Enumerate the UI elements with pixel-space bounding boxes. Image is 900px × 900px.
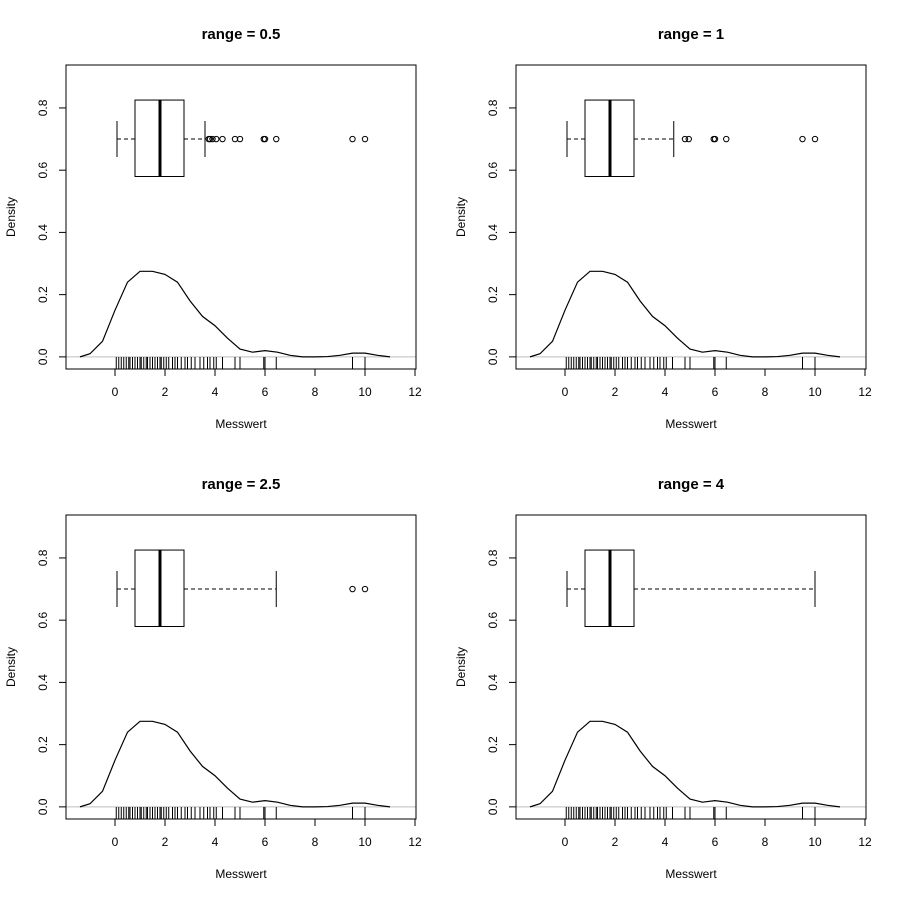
x-tick-label: 2 bbox=[162, 385, 169, 399]
x-tick-label: 8 bbox=[312, 835, 319, 849]
panel: range = 1 Messwert Density 0 2 4 6 8 10 12 0.0 0.2 0… bbox=[454, 26, 872, 431]
y-tick-label: 0.4 bbox=[486, 224, 500, 241]
x-tick-label: 8 bbox=[312, 385, 319, 399]
chart-title: range = 2.5 bbox=[202, 476, 281, 493]
y-tick-label: 0.4 bbox=[36, 674, 50, 691]
x-tick-label: 0 bbox=[112, 385, 119, 399]
y-tick-label: 0.2 bbox=[486, 736, 500, 753]
x-tick-label: 6 bbox=[712, 835, 719, 849]
x-tick-label: 2 bbox=[612, 835, 619, 849]
y-tick-label: 0.6 bbox=[36, 612, 50, 629]
y-tick-label: 0.0 bbox=[486, 798, 500, 815]
x-tick-label: 12 bbox=[408, 835, 422, 849]
panel: range = 0.5 Messwert Density 0 2 4 6 8 10 12 0.0 0.… bbox=[4, 26, 422, 431]
y-tick-label: 0.4 bbox=[36, 224, 50, 241]
x-tick-label: 2 bbox=[162, 835, 169, 849]
outlier bbox=[206, 135, 214, 143]
outlier bbox=[361, 585, 369, 593]
outlier bbox=[349, 585, 356, 593]
outlier bbox=[711, 135, 719, 143]
outlier bbox=[685, 135, 692, 143]
y-tick-label: 0.0 bbox=[36, 348, 50, 365]
y-tick-label: 0.8 bbox=[486, 549, 500, 566]
x-tick-label: 10 bbox=[808, 385, 822, 399]
chart-title: range = 0.5 bbox=[202, 26, 281, 43]
outlier bbox=[811, 135, 819, 143]
y-tick-label: 0.0 bbox=[36, 798, 50, 815]
plot-frame bbox=[65, 64, 417, 370]
y-tick-label: 0.6 bbox=[36, 162, 50, 179]
outlier bbox=[799, 135, 806, 143]
y-tick-label: 0.2 bbox=[36, 286, 50, 303]
y-tick-label: 0.0 bbox=[486, 348, 500, 365]
y-tick-label: 0.2 bbox=[36, 736, 50, 753]
plot-frame bbox=[515, 64, 867, 370]
x-tick-label: 0 bbox=[112, 835, 119, 849]
x-tick-label: 4 bbox=[212, 835, 219, 849]
density-line bbox=[79, 270, 391, 358]
x-tick-label: 6 bbox=[262, 835, 269, 849]
x-tick-label: 12 bbox=[858, 835, 872, 849]
outlier bbox=[723, 135, 730, 143]
x-tick-label: 6 bbox=[262, 385, 269, 399]
chart-title: range = 1 bbox=[658, 26, 724, 43]
outlier bbox=[213, 135, 220, 143]
density-line bbox=[529, 270, 841, 358]
x-tick-label: 10 bbox=[808, 835, 822, 849]
outlier bbox=[361, 135, 369, 143]
y-tick-label: 0.8 bbox=[36, 549, 50, 566]
x-tick-label: 0 bbox=[562, 835, 569, 849]
y-tick-label: 0.8 bbox=[486, 99, 500, 116]
density-line bbox=[529, 720, 841, 808]
outlier bbox=[349, 135, 356, 143]
x-tick-label: 8 bbox=[762, 835, 769, 849]
plot-frame bbox=[65, 514, 417, 820]
x-tick-label: 10 bbox=[358, 385, 372, 399]
outlier bbox=[236, 135, 244, 143]
y-axis-label: Density bbox=[4, 647, 18, 687]
x-tick-label: 12 bbox=[408, 385, 422, 399]
x-axis-label: Messwert bbox=[215, 867, 267, 881]
y-axis-label: Density bbox=[454, 197, 468, 237]
y-tick-label: 0.6 bbox=[486, 612, 500, 629]
outlier bbox=[273, 135, 280, 143]
y-tick-label: 0.8 bbox=[36, 99, 50, 116]
y-axis-label: Density bbox=[4, 197, 18, 237]
panel: range = 4 Messwert Density 0 2 4 6 8 10 12 0.0 0.2 0… bbox=[454, 476, 872, 881]
x-tick-label: 4 bbox=[212, 385, 219, 399]
x-tick-label: 4 bbox=[662, 385, 669, 399]
outlier bbox=[681, 135, 689, 143]
y-tick-label: 0.6 bbox=[486, 162, 500, 179]
plot-frame bbox=[515, 514, 867, 820]
y-tick-label: 0.4 bbox=[486, 674, 500, 691]
x-tick-label: 10 bbox=[358, 835, 372, 849]
x-axis-label: Messwert bbox=[665, 867, 717, 881]
panel: range = 2.5 Messwert Density 0 2 4 6 8 10 12 0.0 0.… bbox=[4, 476, 422, 881]
x-tick-label: 2 bbox=[612, 385, 619, 399]
outlier bbox=[219, 135, 226, 143]
x-axis-label: Messwert bbox=[215, 417, 267, 431]
y-axis-label: Density bbox=[454, 647, 468, 687]
outlier bbox=[209, 135, 216, 143]
x-tick-label: 4 bbox=[662, 835, 669, 849]
x-axis-label: Messwert bbox=[665, 417, 717, 431]
x-tick-label: 6 bbox=[712, 385, 719, 399]
chart-title: range = 4 bbox=[658, 476, 725, 493]
x-tick-label: 12 bbox=[858, 385, 872, 399]
y-tick-label: 0.2 bbox=[486, 286, 500, 303]
x-tick-label: 8 bbox=[762, 385, 769, 399]
outlier bbox=[261, 135, 269, 143]
x-tick-label: 0 bbox=[562, 385, 569, 399]
density-line bbox=[79, 720, 391, 808]
